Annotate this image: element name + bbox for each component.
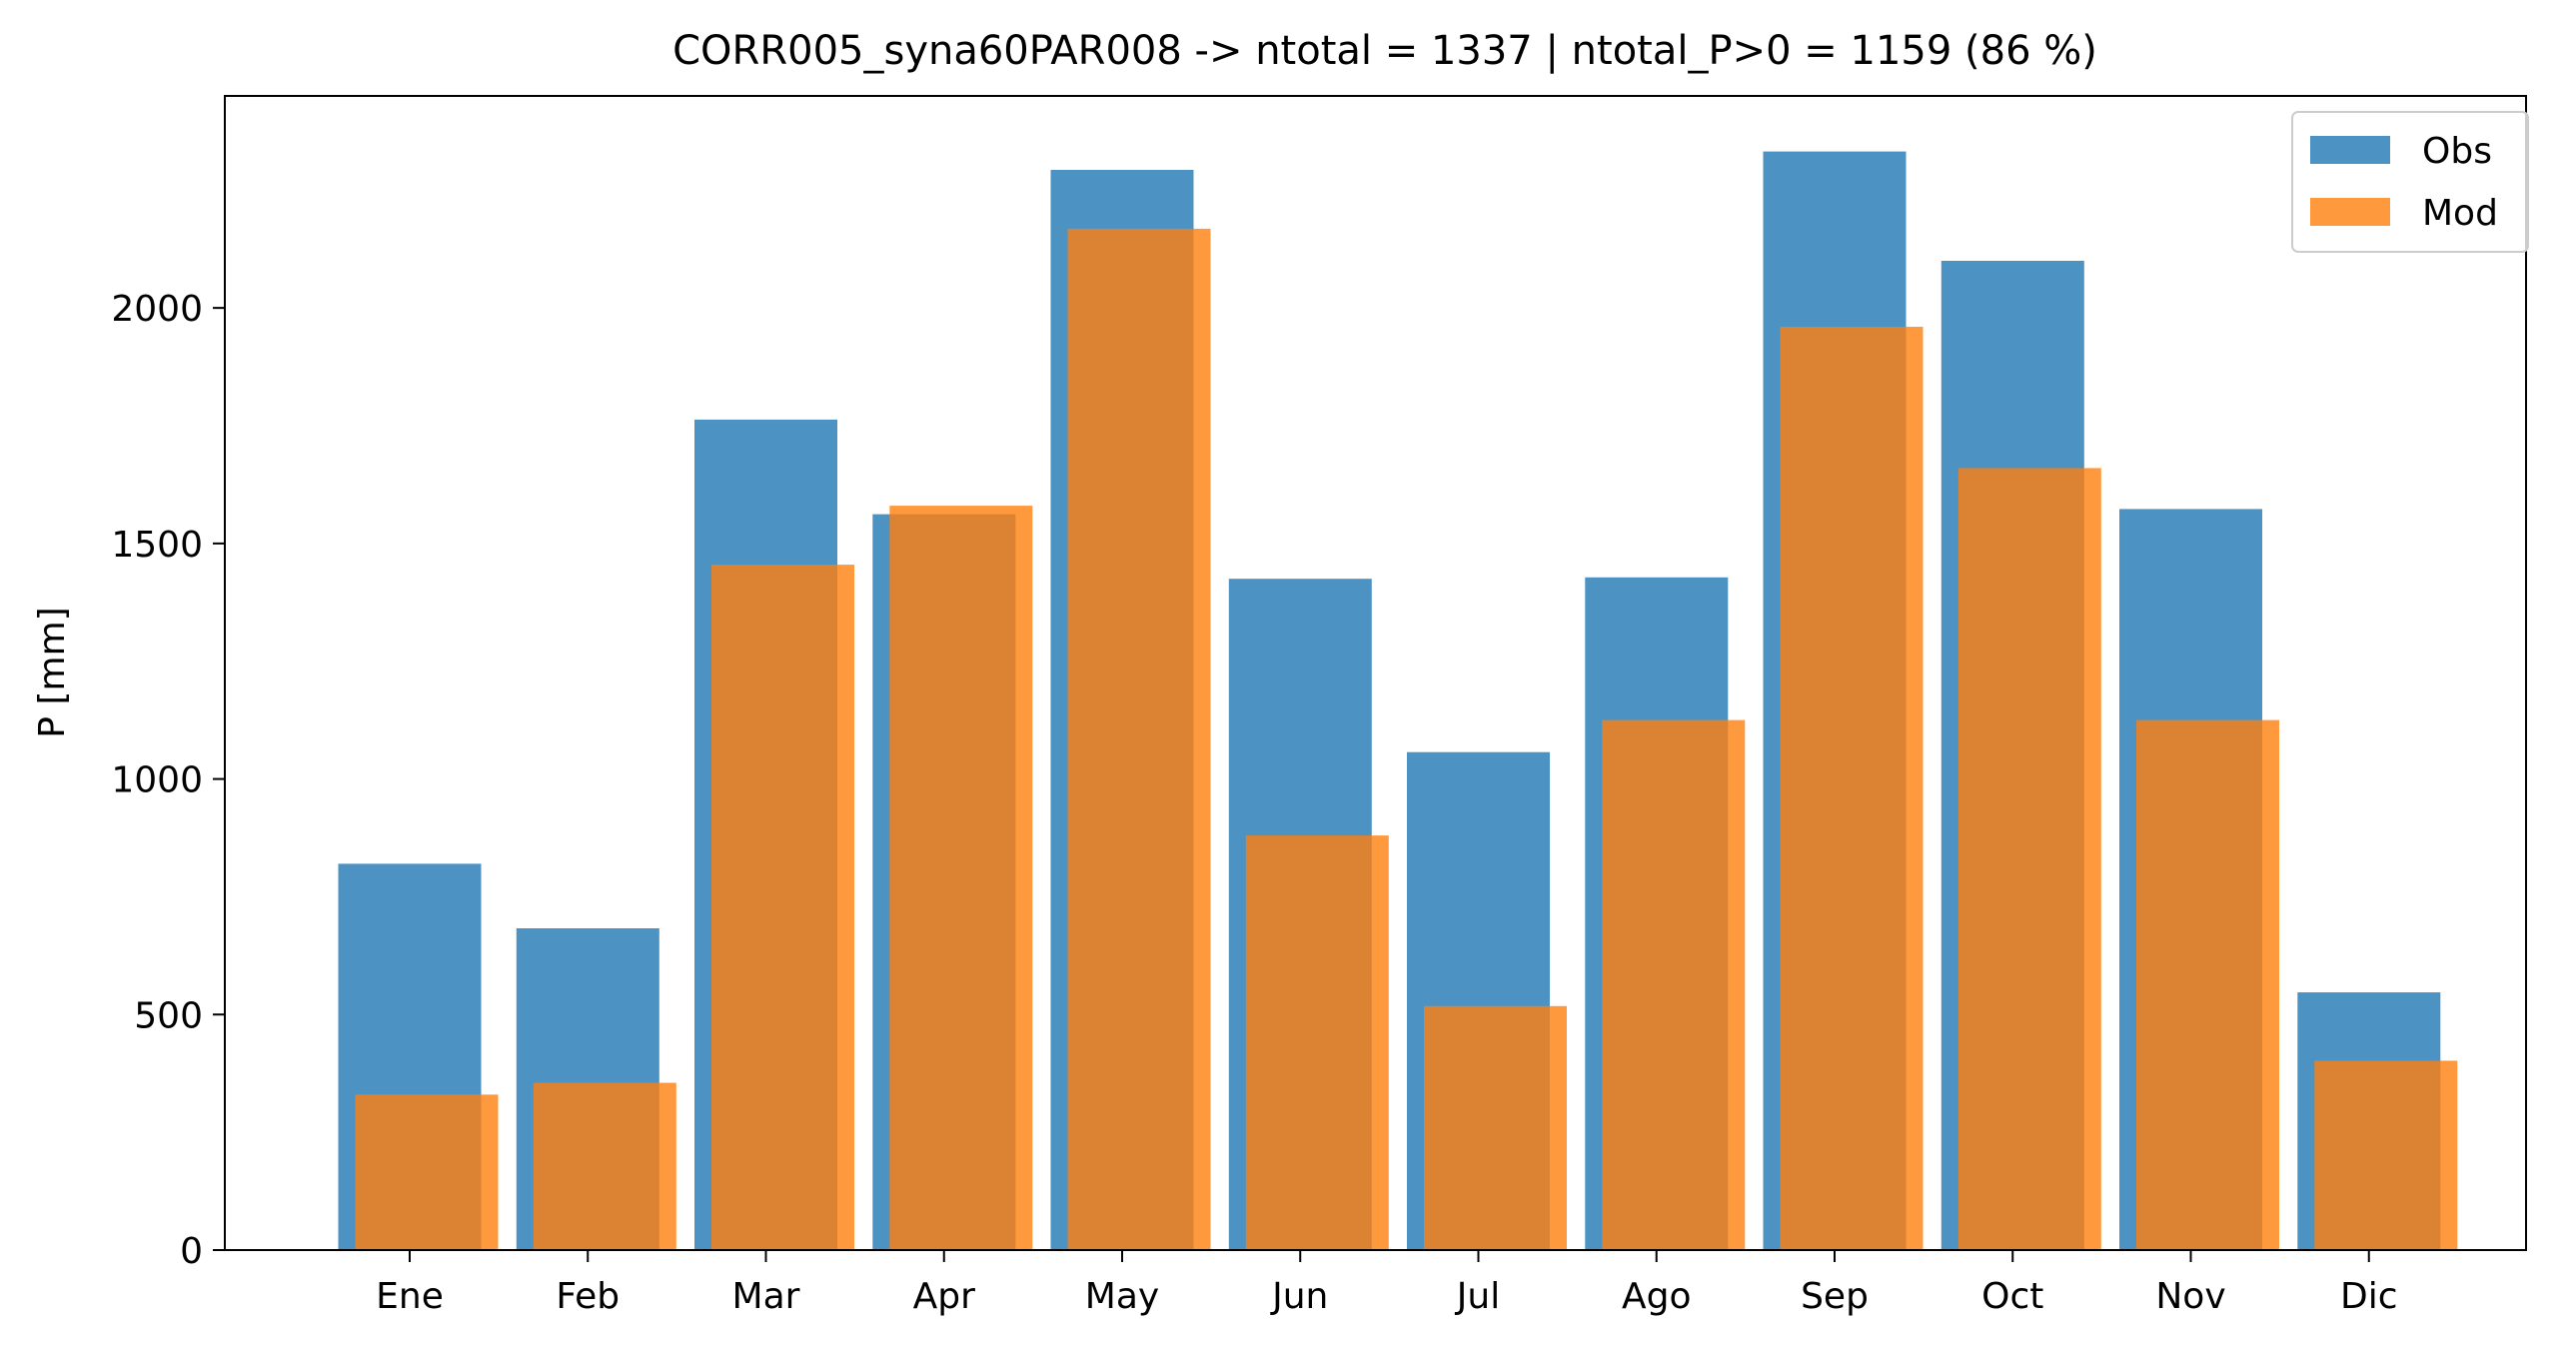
x-tick-label-ene: Ene: [376, 1276, 444, 1317]
legend-label-obs: Obs: [2422, 131, 2492, 172]
bar-mod-ago: [1602, 719, 1746, 1250]
y-tick-label: 500: [134, 995, 203, 1036]
bar-mod-dic: [2314, 1060, 2458, 1250]
x-tick-label-sep: Sep: [1801, 1276, 1869, 1317]
plot-frame: [224, 95, 2527, 1251]
x-tick-label-apr: Apr: [913, 1276, 975, 1317]
y-axis: 0 500 1000 1500 2000: [111, 289, 225, 1272]
chart-title: CORR005_syna60PAR008 -> ntotal = 1337 | …: [672, 28, 2097, 74]
bar-mod-oct: [1957, 468, 2101, 1250]
legend-swatch-mod: [2310, 198, 2390, 226]
bar-mod-ene: [355, 1094, 499, 1250]
bar-mod-jun: [1245, 835, 1389, 1250]
y-tick-label: 2000: [111, 289, 203, 330]
x-tick-label-jul: Jul: [1455, 1276, 1500, 1317]
bar-mod-apr: [889, 506, 1033, 1251]
x-tick-label-may: May: [1085, 1276, 1159, 1317]
legend: Obs Mod: [2291, 111, 2529, 253]
bar-mod-sep: [1780, 327, 1924, 1250]
y-tick-label: 1500: [111, 525, 203, 566]
x-tick-label-jun: Jun: [1270, 1276, 1328, 1317]
y-tick-label: 1000: [111, 760, 203, 801]
x-axis: Ene Feb Mar Apr May Jun Jul Ago Sep Oct Nov Dic: [376, 1250, 2398, 1317]
y-tick-label: 0: [180, 1231, 203, 1272]
x-tick-label-feb: Feb: [556, 1276, 620, 1317]
x-tick-label-mar: Mar: [732, 1276, 800, 1317]
series-mod-bars: [355, 228, 2458, 1251]
x-tick-label-nov: Nov: [2155, 1276, 2225, 1317]
bar-mod-nov: [2136, 719, 2279, 1250]
x-tick-label-oct: Oct: [1981, 1276, 2043, 1317]
bar-mod-may: [1067, 228, 1211, 1250]
legend-label-mod: Mod: [2422, 193, 2498, 234]
legend-swatch-obs: [2310, 136, 2390, 164]
bar-mod-feb: [533, 1082, 676, 1250]
x-tick-label-ago: Ago: [1622, 1276, 1692, 1317]
y-axis-label: P [mm]: [32, 607, 73, 737]
x-tick-label-dic: Dic: [2340, 1276, 2398, 1317]
bar-mod-mar: [711, 565, 854, 1250]
bar-mod-jul: [1424, 1005, 1567, 1250]
plot-area: [224, 95, 2527, 1251]
